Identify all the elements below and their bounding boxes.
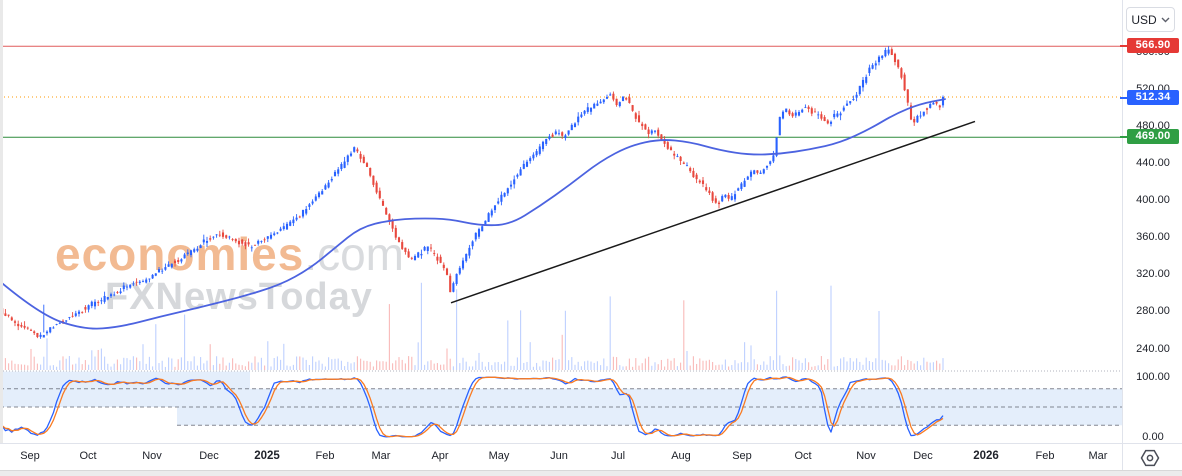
time-axis-label: Apr [431, 450, 449, 462]
price-level-tick [1120, 45, 1128, 47]
time-axis-label: Dec [199, 450, 219, 462]
time-axis-label: May [488, 450, 510, 462]
time-axis-label: 2025 [254, 450, 280, 462]
time-axis-label: Mar [371, 450, 391, 462]
price-level-tick [1120, 136, 1128, 138]
y-axis-label: 400.00 [1136, 194, 1170, 206]
time-axis-label: Sep [732, 450, 752, 462]
hexagon-settings-icon [1140, 449, 1160, 467]
time-axis-label: Sep [20, 450, 40, 462]
time-axis-label: Oct [794, 450, 812, 462]
price-level-tick [1120, 97, 1128, 99]
time-axis-label: Aug [671, 450, 691, 462]
y-axis-label: 360.00 [1136, 231, 1170, 243]
price-badge: 566.90 [1127, 38, 1179, 53]
time-axis-label: 2026 [973, 450, 999, 462]
y-axis-label: 100.00 [1136, 371, 1170, 383]
currency-selector[interactable]: USD [1126, 7, 1175, 32]
price-badge: 512.34 [1127, 90, 1179, 105]
bottom-edge-strip [0, 470, 1182, 476]
time-axis-label: Feb [315, 450, 335, 462]
y-axis-label: 320.00 [1136, 268, 1170, 280]
price-badge: 469.00 [1127, 129, 1179, 144]
currency-selector-label: USD [1131, 12, 1157, 27]
price-axis[interactable]: 560.00520.00480.00440.00400.00360.00320.… [1122, 0, 1182, 443]
time-axis-label: Nov [856, 450, 876, 462]
time-axis-label: Dec [913, 450, 933, 462]
chevron-down-icon [1161, 17, 1170, 22]
time-axis-label: Nov [142, 450, 162, 462]
y-axis-label: 440.00 [1136, 157, 1170, 169]
y-axis-label: 0.00 [1142, 431, 1164, 443]
time-axis-label: Jul [610, 450, 626, 462]
time-axis-label: Feb [1035, 450, 1055, 462]
time-axis-label: Oct [79, 450, 97, 462]
axis-corner-divider [1122, 443, 1123, 470]
time-axis[interactable]: Sep Oct Nov Dec 2025 Feb Mar Apr May Jun Jul Aug Sep… [0, 443, 1182, 471]
y-axis-label: 240.00 [1136, 343, 1170, 355]
indicator-settings-button[interactable] [1139, 447, 1161, 469]
time-axis-label: Mar [1088, 450, 1108, 462]
price-chart-canvas[interactable] [0, 0, 1122, 470]
y-axis-label: 280.00 [1136, 305, 1170, 317]
time-axis-label: Jun [550, 450, 568, 462]
left-edge-strip [0, 0, 3, 470]
